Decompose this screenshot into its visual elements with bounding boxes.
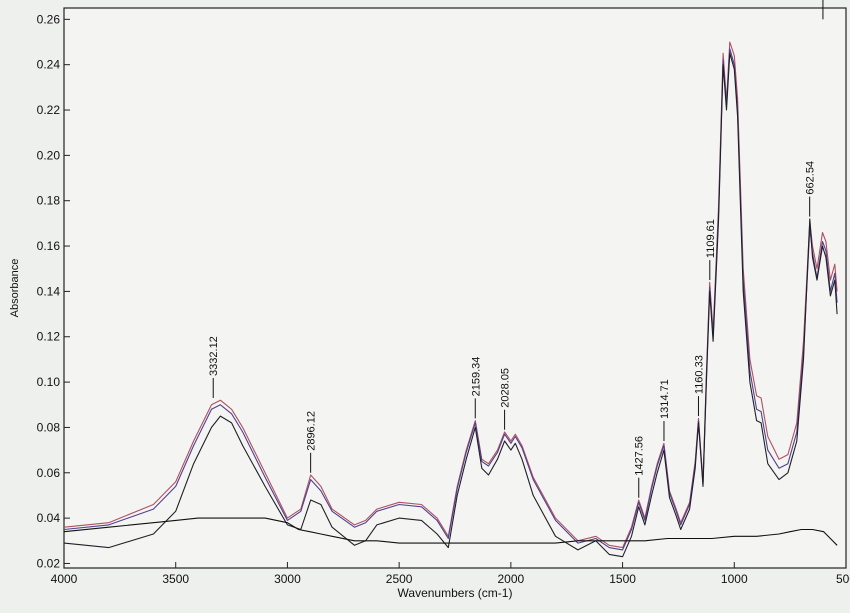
y-tick-label: 0.14 [37, 284, 61, 298]
peak-label: 3332.12 [208, 336, 220, 376]
x-tick-label: 2500 [386, 572, 413, 586]
peak-label: 1160.33 [693, 355, 705, 394]
y-axis-label: Absorbance [9, 259, 21, 318]
peak-label: 2028.05 [500, 368, 512, 408]
y-tick-label: 0.10 [37, 375, 61, 389]
x-tick-label: 3500 [162, 572, 189, 586]
x-tick-label: 3000 [274, 572, 301, 586]
x-axis-label: Wavenumbers (cm-1) [398, 586, 513, 600]
peak-label: 2896.12 [306, 411, 318, 451]
peak-label: 662.54 [805, 161, 817, 195]
y-tick-label: 0.06 [37, 466, 61, 480]
peak-label: 1314.71 [659, 379, 671, 419]
spectrum-line-4 [63, 517, 838, 546]
x-tick-label: 1000 [721, 572, 748, 586]
y-tick-label: 0.12 [37, 330, 61, 344]
x-tick-label: 2000 [498, 572, 525, 586]
y-tick-label: 0.20 [37, 148, 61, 162]
y-tick-label: 0.22 [37, 103, 61, 117]
spectrum-line-3 [63, 52, 838, 558]
x-tick-label: 1500 [609, 572, 636, 586]
y-tick-label: 0.18 [37, 194, 61, 208]
peak-label: 1109.61 [705, 219, 717, 258]
x-tick-label: 4000 [51, 572, 78, 586]
plot-area [63, 7, 847, 569]
y-tick-label: 0.08 [37, 420, 61, 434]
y-tick-label: 0.02 [37, 556, 61, 570]
peak-annotations: 3332.12 2896.12 2159.34 2028.05 1427.56 1314.… [208, 0, 824, 498]
spectrum-line-2 [63, 48, 838, 551]
spectra-series [63, 41, 838, 558]
y-tick-label: 0.04 [37, 511, 61, 525]
y-tick-label: 0.26 [37, 12, 61, 26]
x-axis: 4000 3500 3000 2500 2000 1500 1000 500 [51, 562, 850, 586]
peak-label: 1427.56 [634, 436, 646, 476]
y-tick-label: 0.16 [37, 239, 61, 253]
spectrum-line-1 [63, 41, 838, 549]
peak-label: 2159.34 [470, 357, 482, 397]
x-tick-label: 500 [836, 572, 850, 586]
y-axis: 0.02 0.04 0.06 0.08 0.10 0.12 0.14 0.16 0.18 0.20… [37, 12, 70, 570]
y-tick-label: 0.24 [37, 58, 61, 72]
